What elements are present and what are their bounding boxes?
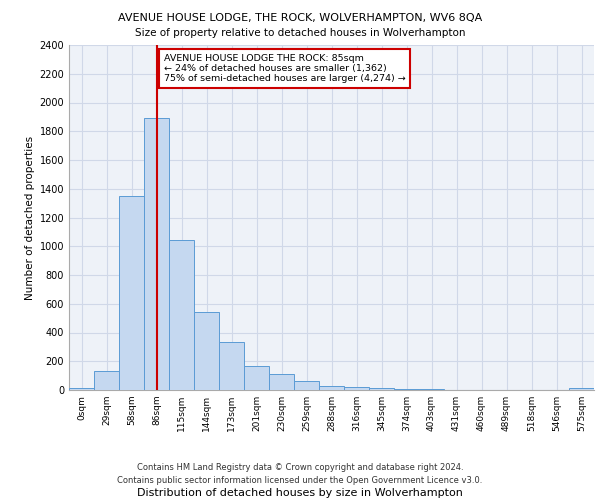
- Bar: [144, 118, 169, 390]
- Text: AVENUE HOUSE LODGE, THE ROCK, WOLVERHAMPTON, WV6 8QA: AVENUE HOUSE LODGE, THE ROCK, WOLVERHAMP…: [118, 12, 482, 22]
- Bar: [569, 388, 594, 390]
- Bar: [219, 342, 244, 390]
- Text: Contains HM Land Registry data © Crown copyright and database right 2024.: Contains HM Land Registry data © Crown c…: [137, 464, 463, 472]
- Bar: [319, 386, 344, 390]
- Bar: [269, 374, 294, 390]
- Bar: [69, 388, 94, 390]
- Bar: [194, 312, 219, 390]
- Text: Size of property relative to detached houses in Wolverhampton: Size of property relative to detached ho…: [135, 28, 465, 38]
- Text: Distribution of detached houses by size in Wolverhampton: Distribution of detached houses by size …: [137, 488, 463, 498]
- Bar: [394, 389, 419, 390]
- Bar: [119, 196, 144, 390]
- Bar: [294, 381, 319, 390]
- Bar: [169, 240, 194, 390]
- Text: AVENUE HOUSE LODGE THE ROCK: 85sqm
← 24% of detached houses are smaller (1,362)
: AVENUE HOUSE LODGE THE ROCK: 85sqm ← 24%…: [164, 54, 406, 84]
- Bar: [344, 387, 369, 390]
- Text: Contains public sector information licensed under the Open Government Licence v3: Contains public sector information licen…: [118, 476, 482, 485]
- Bar: [369, 388, 394, 390]
- Bar: [244, 366, 269, 390]
- Y-axis label: Number of detached properties: Number of detached properties: [25, 136, 35, 300]
- Bar: [94, 372, 119, 390]
